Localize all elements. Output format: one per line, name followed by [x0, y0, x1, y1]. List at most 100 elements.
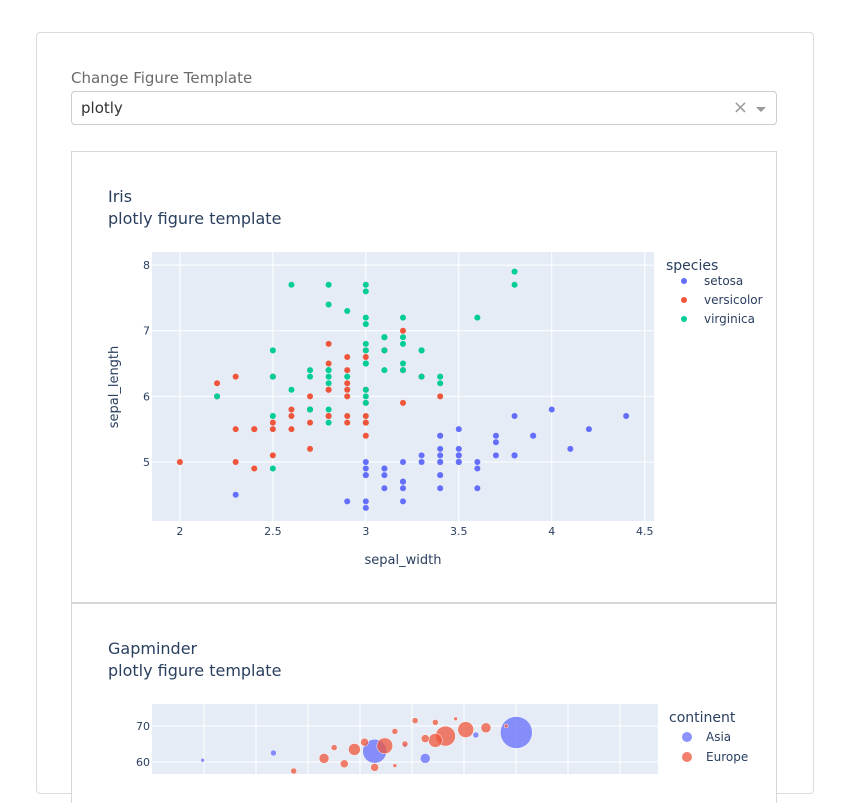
- plot-area[interactable]: [152, 252, 654, 521]
- data-point-versicolor[interactable]: [288, 413, 295, 420]
- data-point-virginica[interactable]: [362, 281, 369, 288]
- data-point-virginica[interactable]: [418, 347, 425, 354]
- data-point-virginica[interactable]: [381, 367, 388, 374]
- data-point-setosa[interactable]: [437, 458, 444, 465]
- data-point-versicolor[interactable]: [251, 465, 258, 472]
- data-point-virginica[interactable]: [269, 373, 276, 380]
- legend-item-virginica[interactable]: virginica: [704, 312, 755, 326]
- data-point-versicolor[interactable]: [232, 373, 239, 380]
- data-point-setosa[interactable]: [511, 452, 518, 459]
- data-point-versicolor[interactable]: [325, 360, 332, 367]
- legend-marker-europe[interactable]: [682, 752, 692, 762]
- bubble-europe[interactable]: [503, 723, 509, 729]
- legend-marker-versicolor[interactable]: [681, 297, 687, 303]
- bubble-europe[interactable]: [457, 721, 474, 738]
- data-point-versicolor[interactable]: [325, 413, 332, 420]
- data-point-setosa[interactable]: [362, 504, 369, 511]
- bubble-europe[interactable]: [453, 716, 458, 722]
- data-point-setosa[interactable]: [474, 485, 481, 492]
- data-point-virginica[interactable]: [511, 281, 518, 288]
- legend-item-asia[interactable]: Asia: [706, 730, 731, 744]
- data-point-virginica[interactable]: [400, 360, 406, 367]
- data-point-setosa[interactable]: [530, 432, 537, 439]
- data-point-setosa[interactable]: [437, 472, 444, 479]
- data-point-versicolor[interactable]: [307, 445, 314, 452]
- legend-marker-asia[interactable]: [682, 732, 692, 742]
- data-point-virginica[interactable]: [437, 380, 444, 387]
- data-point-versicolor[interactable]: [251, 426, 258, 433]
- data-point-virginica[interactable]: [362, 314, 369, 321]
- data-point-virginica[interactable]: [362, 399, 369, 406]
- data-point-virginica[interactable]: [418, 373, 425, 380]
- data-point-virginica[interactable]: [362, 386, 369, 393]
- data-point-setosa[interactable]: [400, 485, 406, 492]
- data-point-versicolor[interactable]: [362, 432, 369, 439]
- data-point-versicolor[interactable]: [232, 426, 239, 433]
- bubble-asia[interactable]: [500, 716, 533, 749]
- data-point-virginica[interactable]: [344, 373, 351, 380]
- data-point-virginica[interactable]: [437, 373, 444, 380]
- data-point-setosa[interactable]: [418, 452, 425, 459]
- data-point-versicolor[interactable]: [269, 419, 276, 426]
- bubble-europe[interactable]: [340, 759, 349, 769]
- legend-item-setosa[interactable]: setosa: [704, 274, 743, 288]
- data-point-versicolor[interactable]: [325, 386, 332, 393]
- legend-item-versicolor[interactable]: versicolor: [704, 293, 763, 307]
- data-point-virginica[interactable]: [511, 268, 518, 275]
- data-point-virginica[interactable]: [288, 281, 295, 288]
- data-point-setosa[interactable]: [400, 498, 406, 505]
- data-point-setosa[interactable]: [232, 491, 239, 498]
- bubble-europe[interactable]: [330, 744, 338, 751]
- data-point-versicolor[interactable]: [307, 393, 314, 400]
- data-point-setosa[interactable]: [362, 458, 369, 465]
- data-point-versicolor[interactable]: [214, 380, 221, 387]
- bubble-asia[interactable]: [419, 753, 431, 764]
- data-point-setosa[interactable]: [455, 445, 462, 452]
- data-point-versicolor[interactable]: [344, 419, 351, 426]
- bubble-europe[interactable]: [401, 740, 409, 748]
- data-point-virginica[interactable]: [325, 419, 332, 426]
- data-point-setosa[interactable]: [492, 432, 499, 439]
- legend-marker-setosa[interactable]: [681, 278, 687, 284]
- bubble-europe[interactable]: [376, 737, 394, 755]
- data-point-versicolor[interactable]: [344, 353, 351, 360]
- bubble-europe[interactable]: [432, 719, 439, 726]
- bubble-europe[interactable]: [348, 743, 361, 756]
- bubble-asia[interactable]: [270, 749, 277, 757]
- data-point-virginica[interactable]: [400, 367, 406, 374]
- data-point-setosa[interactable]: [511, 413, 518, 420]
- data-point-versicolor[interactable]: [288, 426, 295, 433]
- data-point-versicolor[interactable]: [344, 393, 351, 400]
- data-point-virginica[interactable]: [362, 347, 369, 354]
- data-point-virginica[interactable]: [307, 367, 314, 374]
- data-point-setosa[interactable]: [567, 445, 574, 452]
- data-point-setosa[interactable]: [437, 445, 444, 452]
- data-point-setosa[interactable]: [623, 413, 630, 420]
- data-point-versicolor[interactable]: [269, 426, 276, 433]
- data-point-versicolor[interactable]: [288, 406, 295, 413]
- bubble-asia[interactable]: [472, 731, 480, 739]
- data-point-virginica[interactable]: [400, 340, 406, 347]
- legend-marker-virginica[interactable]: [681, 316, 687, 322]
- data-point-virginica[interactable]: [381, 334, 388, 341]
- data-point-versicolor[interactable]: [400, 399, 406, 406]
- data-point-setosa[interactable]: [474, 458, 481, 465]
- data-point-virginica[interactable]: [381, 347, 388, 354]
- data-point-versicolor[interactable]: [362, 413, 369, 420]
- data-point-setosa[interactable]: [455, 452, 462, 459]
- data-point-versicolor[interactable]: [344, 367, 351, 374]
- data-point-virginica[interactable]: [307, 373, 314, 380]
- plot-area[interactable]: [152, 704, 658, 774]
- data-point-virginica[interactable]: [362, 321, 369, 328]
- data-point-virginica[interactable]: [344, 308, 351, 315]
- data-point-setosa[interactable]: [455, 458, 462, 465]
- data-point-virginica[interactable]: [325, 406, 332, 413]
- data-point-setosa[interactable]: [474, 465, 481, 472]
- data-point-versicolor[interactable]: [344, 380, 351, 387]
- data-point-setosa[interactable]: [362, 498, 369, 505]
- data-point-virginica[interactable]: [325, 301, 332, 308]
- data-point-setosa[interactable]: [344, 498, 351, 505]
- data-point-versicolor[interactable]: [307, 419, 314, 426]
- data-point-versicolor[interactable]: [344, 413, 351, 420]
- bubble-europe[interactable]: [318, 753, 330, 764]
